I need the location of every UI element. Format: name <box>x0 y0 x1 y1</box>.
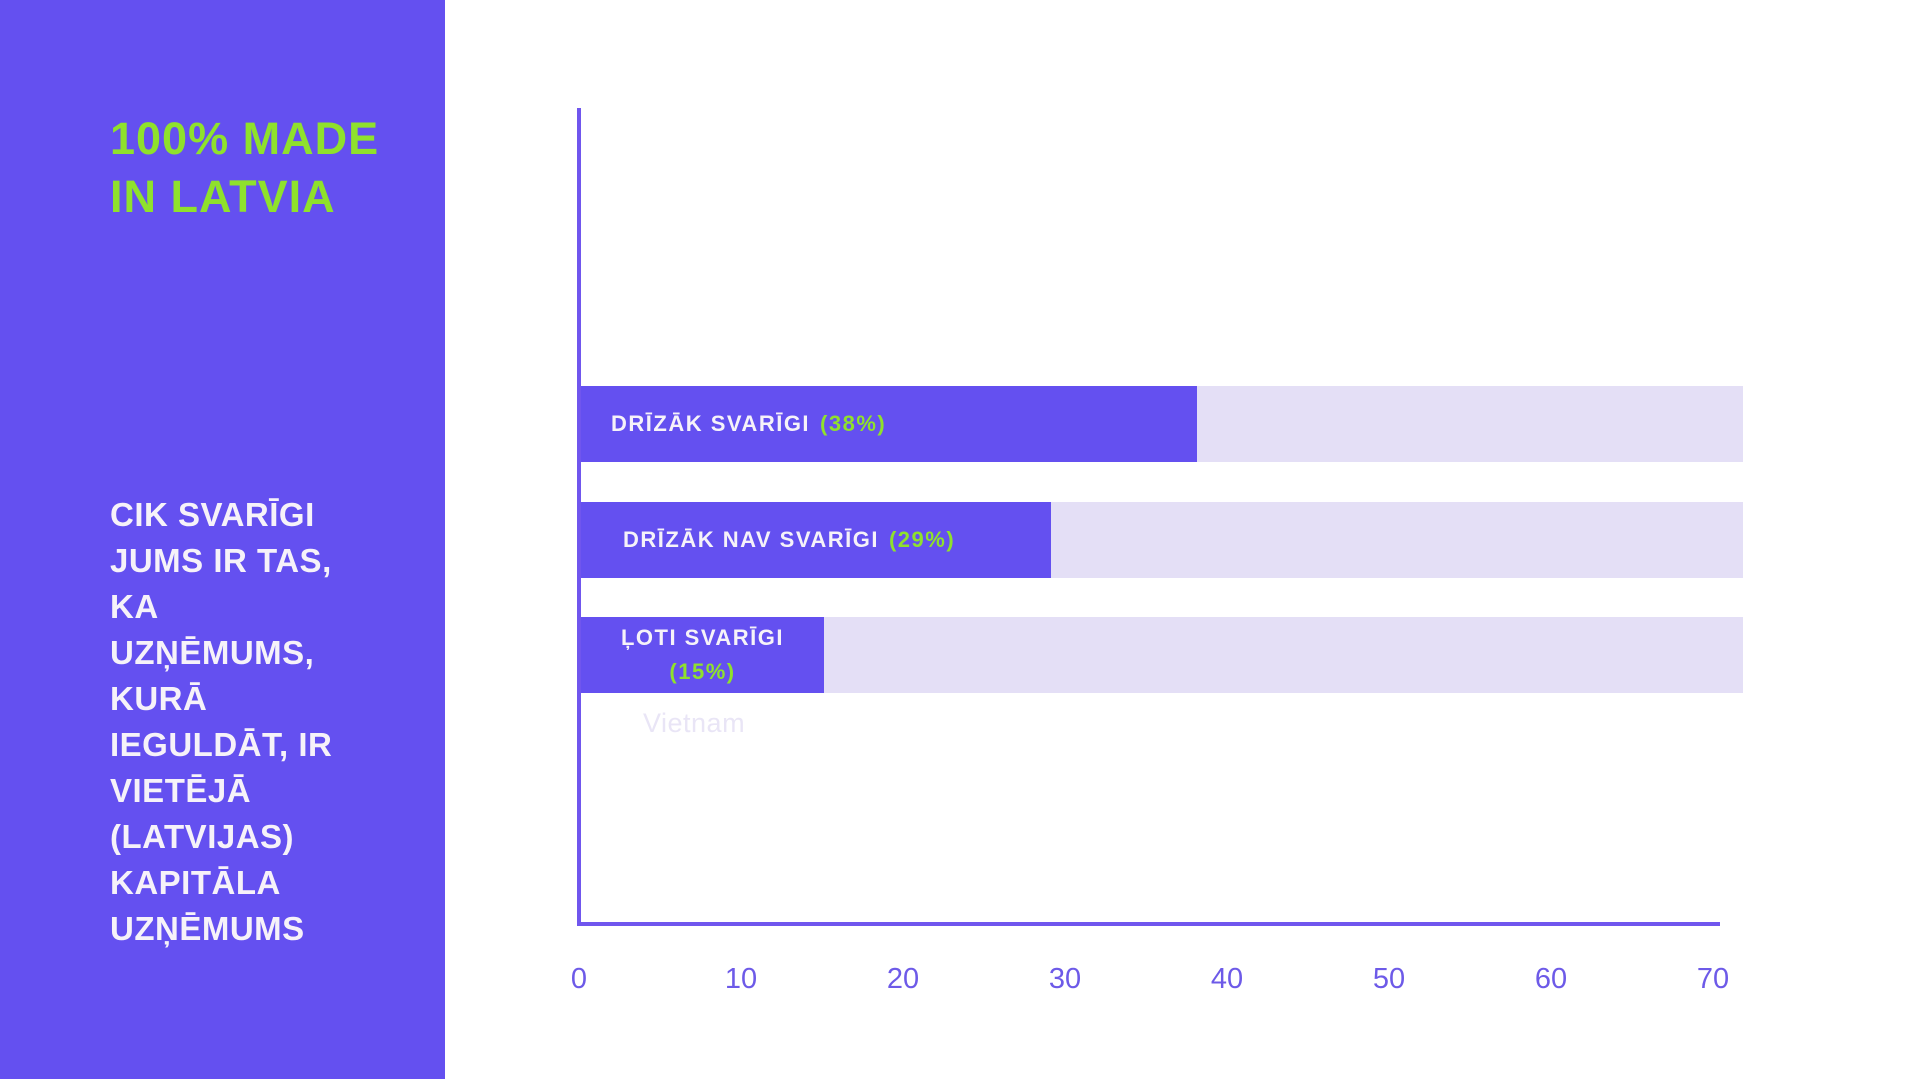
bar-fill-drizak-nav-svarigi: DRĪZĀK NAV SVARĪGI (29%) <box>581 502 1051 578</box>
x-axis-tick-label: 0 <box>570 963 588 995</box>
bar-fill-drizak-svarigi: DRĪZĀK SVARĪGI (38%) <box>581 386 1197 462</box>
x-axis-tick-label: 50 <box>1372 963 1406 995</box>
bar-percentage-label: (29%) <box>888 527 956 552</box>
bar-label: DRĪZĀK NAV SVARĪGI (29%) <box>581 502 1051 578</box>
bar-label: ĻOTI SVARĪGI (15%) <box>581 617 824 693</box>
survey-question: CIK SVARĪGI JUMS IR TAS, KA UZŅĒMUMS, KU… <box>110 496 333 947</box>
bar-percentage-label: (15%) <box>669 659 736 684</box>
bar-row-drizak-svarigi: DRĪZĀK SVARĪGI (38%) <box>581 386 1743 462</box>
x-axis-tick-label: 20 <box>886 963 920 995</box>
x-axis-tick-label: 10 <box>724 963 758 995</box>
bar-category-label: DRĪZĀK NAV SVARĪGI <box>623 527 879 552</box>
bar-label: DRĪZĀK SVARĪGI (38%) <box>581 386 1197 462</box>
bar-row-loti-svarigi: ĻOTI SVARĪGI (15%) <box>581 617 1743 693</box>
x-axis-tick-label: 40 <box>1210 963 1244 995</box>
x-axis-tick-label: 60 <box>1534 963 1568 995</box>
x-axis-tick-label: 30 <box>1048 963 1082 995</box>
x-axis-tick-label: 70 <box>1696 963 1730 995</box>
x-axis-ticks: 0 10 20 30 40 50 60 70 <box>571 962 1729 1002</box>
page-title: 100% MADE IN LATVIA <box>110 113 380 222</box>
ghost-label-vietnam: Vietnam <box>643 708 746 738</box>
bar-percentage-label: (38%) <box>820 411 887 436</box>
plot-area: DRĪZĀK SVARĪGI (38%) DRĪZĀK NAV SVARĪGI … <box>577 108 1743 926</box>
bar-category-label: ĻOTI SVARĪGI <box>620 625 785 650</box>
bar-fill-loti-svarigi: ĻOTI SVARĪGI (15%) <box>581 617 824 693</box>
bar-row-drizak-nav-svarigi: DRĪZĀK NAV SVARĪGI (29%) <box>581 502 1743 578</box>
bar-category-label: DRĪZĀK SVARĪGI <box>611 411 811 436</box>
sidebar: 100% MADE IN LATVIA CIK SVARĪGI JUMS IR … <box>0 0 445 1079</box>
